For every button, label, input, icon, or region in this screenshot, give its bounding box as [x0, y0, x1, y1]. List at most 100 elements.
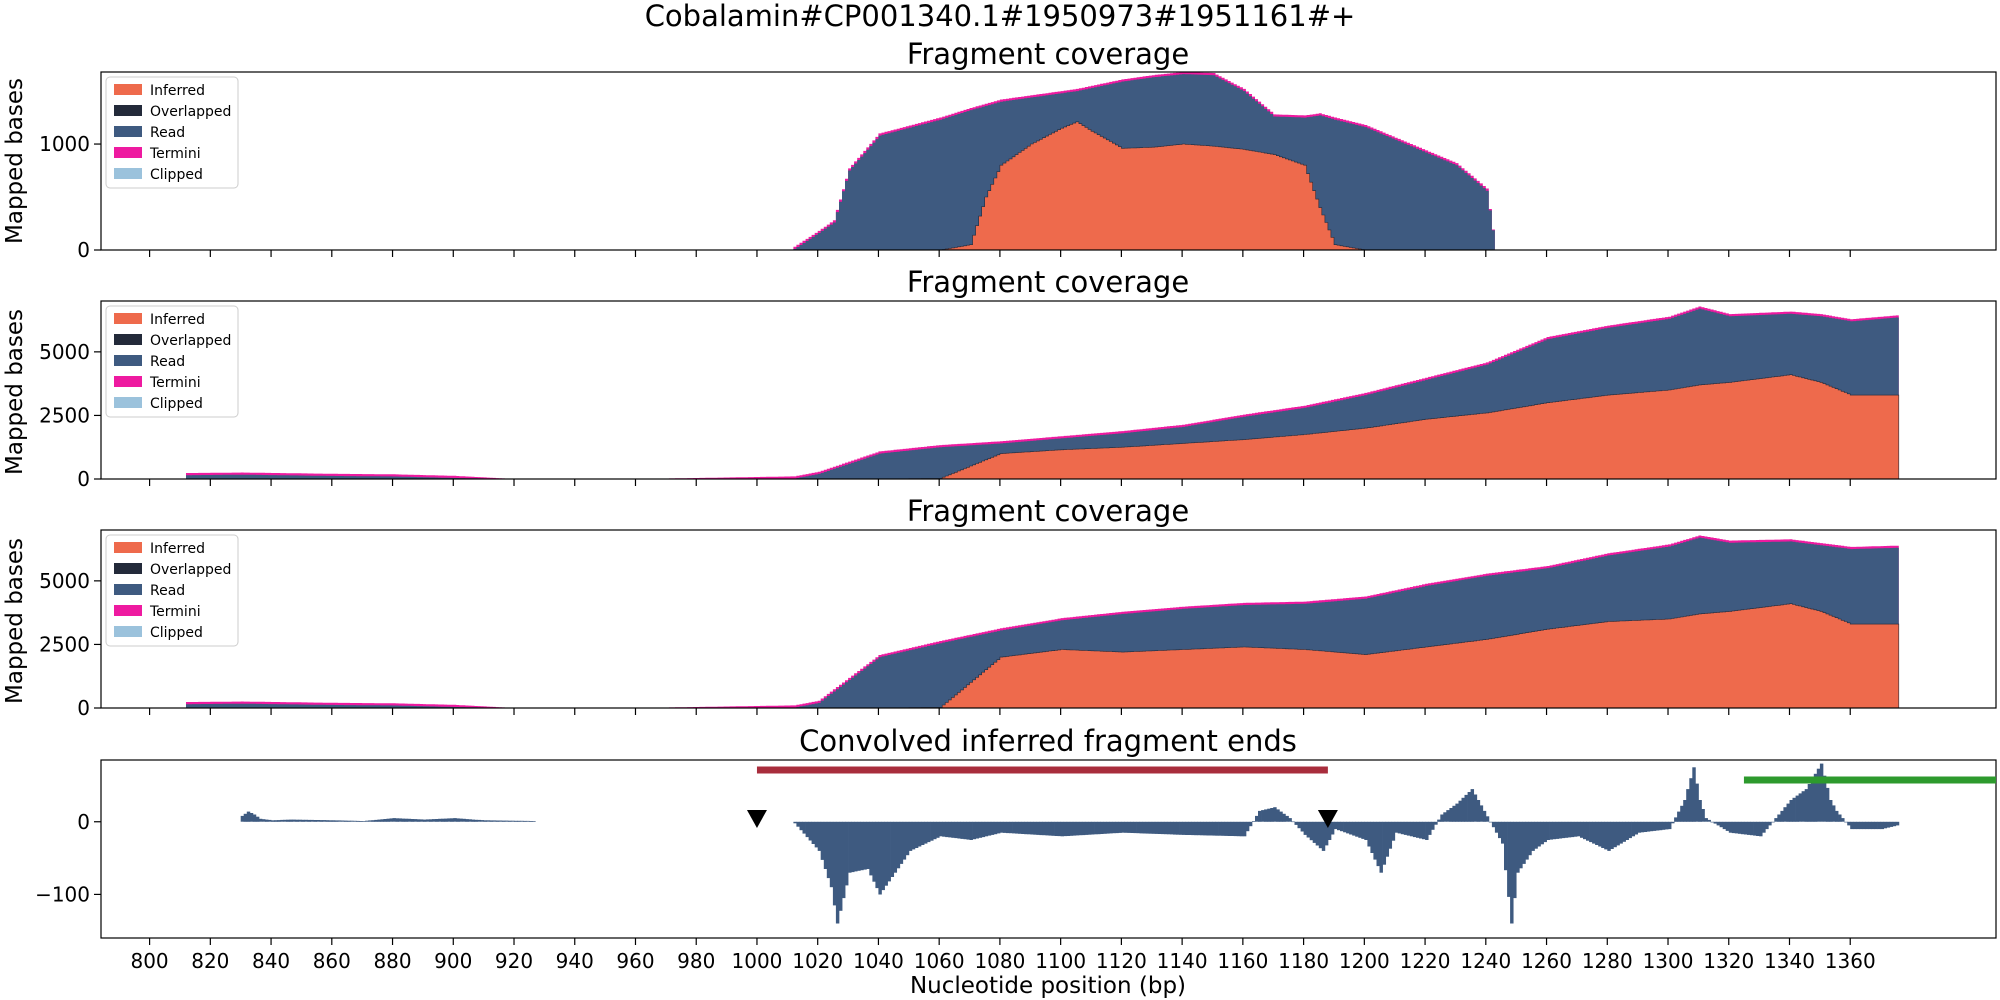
convolved-bar: [1822, 775, 1827, 822]
convolved-bar: [1525, 821, 1529, 860]
convolved-bar: [362, 821, 366, 822]
convolved-bar: [1088, 821, 1092, 835]
y-tick-label: 0: [77, 696, 90, 720]
x-tick-label: 1000: [732, 949, 783, 973]
convolved-bar: [492, 820, 497, 822]
convolved-bar: [1130, 821, 1134, 833]
convolved-bar: [1294, 821, 1298, 825]
convolved-bar: [1661, 821, 1666, 830]
convolved-bar: [389, 818, 393, 822]
convolved-bar: [1358, 821, 1362, 838]
x-tick-label: 1100: [1035, 949, 1086, 973]
convolved-bar: [1170, 821, 1174, 835]
convolved-bar: [1279, 811, 1283, 822]
convolved-bar: [1054, 821, 1059, 836]
convolved-bar: [1166, 821, 1171, 835]
y-ticks: 0 2500 5000: [39, 569, 101, 720]
convolved-bar: [1318, 821, 1323, 849]
convolved-bar: [1388, 821, 1393, 849]
convolved-bar: [468, 819, 472, 822]
convolved-bar: [814, 821, 819, 848]
convolved-bar: [532, 821, 536, 822]
convolved-bar: [1036, 821, 1040, 835]
convolved-bar: [444, 818, 448, 822]
convolved-bar: [435, 819, 439, 822]
convolved-bar: [498, 820, 503, 822]
convolved-bar: [1737, 821, 1742, 834]
convolved-bar: [1264, 809, 1268, 822]
convolved-bar: [453, 818, 457, 822]
convolved-bar: [1151, 821, 1156, 834]
convolved-bar: [1883, 821, 1888, 829]
convolved-bar: [1306, 821, 1311, 838]
convolved-bar: [307, 819, 311, 822]
x-axis-label: Nucleotide position (bp): [910, 973, 1186, 999]
legend-label: Inferred: [150, 541, 205, 557]
x-tick-label: 1020: [792, 949, 843, 973]
convolved-bar: [1051, 821, 1055, 836]
convolved-bar: [392, 818, 396, 822]
convolved-bar: [1576, 821, 1581, 837]
convolved-bar: [325, 820, 330, 822]
convolved-bar: [1762, 821, 1766, 833]
x-tick-label: 820: [191, 949, 229, 973]
convolved-bar: [1564, 821, 1569, 838]
legend-label: Termini: [149, 375, 201, 391]
convolved-bar: [1440, 814, 1444, 822]
convolved-bar: [365, 820, 369, 822]
convolved-bar: [1276, 809, 1280, 822]
x-tick-label: 1280: [1582, 949, 1633, 973]
convolved-bar: [319, 820, 324, 822]
convolved-bar: [255, 816, 260, 822]
convolved-bar: [331, 820, 336, 822]
convolved-bar: [265, 819, 269, 822]
convolved-bar: [1589, 821, 1593, 843]
convolved-bar: [514, 820, 518, 822]
convolved-bar: [999, 821, 1004, 833]
convolved-bar: [1419, 821, 1423, 839]
convolved-bar: [896, 821, 901, 869]
y-ticks: −100 0: [35, 810, 101, 906]
convolved-bar: [1139, 821, 1144, 834]
convolved-bar: [1373, 821, 1377, 860]
convolved-bar: [1710, 821, 1714, 823]
x-ticks: [148, 250, 1851, 257]
convolved-bar: [1698, 800, 1702, 822]
convolved-bar: [298, 819, 302, 822]
convolved-bar: [1081, 821, 1086, 836]
legend-box: [105, 534, 239, 647]
convolved-bar: [933, 821, 937, 840]
convolved-bar: [1786, 803, 1790, 822]
convolved-bar: [1731, 821, 1736, 834]
convolved-bar: [1103, 821, 1107, 834]
convolved-bar: [1212, 821, 1216, 836]
convolved-bar: [1634, 821, 1639, 835]
convolved-bar: [1795, 795, 1800, 822]
coverage-panel-3: Fragment coverage Mapped bases 0 2500 5000…: [2, 494, 1997, 720]
convolved-bar: [359, 821, 363, 822]
convolved-bar: [386, 818, 390, 822]
convolved-bar: [1248, 821, 1253, 827]
panel-title: Fragment coverage: [907, 265, 1189, 299]
convolved-bar: [432, 819, 436, 822]
convolved-bar: [1437, 819, 1441, 822]
convolved-bar: [1686, 789, 1690, 822]
x-tick-label: 1240: [1460, 949, 1511, 973]
convolved-bar: [1364, 821, 1368, 840]
convolved-bar: [1619, 821, 1623, 844]
panel-title: Fragment coverage: [907, 494, 1189, 528]
legend: Inferred Overlapped Read Termini Clipped: [105, 76, 239, 189]
convolved-bar: [374, 819, 378, 822]
triangle-marker: [1317, 810, 1338, 828]
convolved-bar: [1510, 821, 1514, 924]
convolved-bar: [1273, 807, 1277, 822]
convolved-bar: [823, 821, 828, 869]
convolved-bar: [1625, 821, 1629, 840]
coverage-area-marks: [793, 72, 1498, 251]
x-tick-label: 1320: [1703, 949, 1754, 973]
x-tick-label: 1040: [853, 949, 904, 973]
convolved-bar: [1355, 821, 1359, 837]
convolved-bar: [1346, 821, 1350, 834]
convolved-bar: [441, 818, 445, 822]
convolved-bar: [924, 821, 928, 844]
